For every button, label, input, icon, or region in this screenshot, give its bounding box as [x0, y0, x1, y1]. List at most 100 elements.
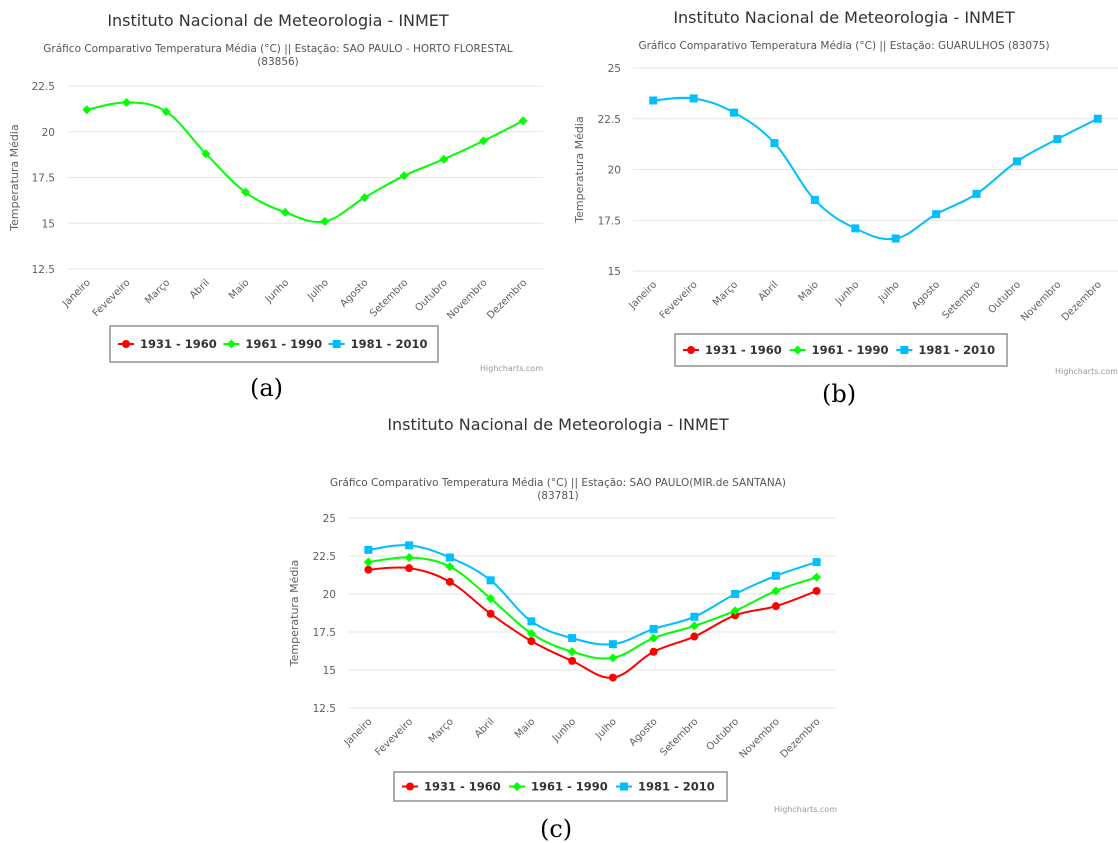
x-tick-label: Abril — [188, 277, 212, 301]
data-point — [730, 606, 740, 616]
legend-item[interactable]: 1961 - 1990 — [509, 780, 608, 794]
legend-item[interactable]: 1961 - 1990 — [223, 337, 322, 351]
x-tick-label: Outubro — [705, 716, 742, 753]
x-tick-label: Agosto — [628, 716, 660, 748]
legend-box — [674, 333, 1008, 367]
credits-link[interactable]: Highcharts.com — [1055, 367, 1118, 376]
data-point — [649, 633, 659, 643]
data-point — [445, 562, 455, 572]
legend-marker — [406, 782, 414, 791]
x-tick-label: Agosto — [338, 277, 370, 309]
chart-c-svg: Instituto Nacional de Meteorologia - INM… — [288, 415, 837, 814]
y-tick-label: 20 — [42, 127, 55, 139]
chart-subtitle-line-c-0: Gráfico Comparativo Temperatura Média (°… — [330, 477, 786, 489]
x-tick-label: Junho — [263, 277, 291, 305]
x-tick-label: Julho — [305, 277, 331, 303]
legend-label: 1981 - 2010 — [351, 337, 428, 351]
x-tick-label: Junho — [550, 716, 578, 744]
data-point — [527, 617, 536, 626]
data-point — [518, 116, 528, 126]
series-c-2 — [364, 541, 821, 649]
data-point — [690, 612, 699, 621]
legend-item[interactable]: 1981 - 2010 — [616, 780, 715, 794]
legend-marker — [512, 782, 522, 791]
y-tick-label: 12.5 — [313, 703, 336, 715]
y-tick-label: 25 — [323, 513, 336, 525]
x-tick-label: Dezembro — [485, 277, 529, 321]
y-tick-label: 22.5 — [32, 81, 55, 93]
data-point — [649, 647, 658, 656]
legend-label: 1981 - 2010 — [638, 780, 715, 794]
x-tick-label: Novembro — [738, 716, 782, 760]
legend-a: 1931 - 1960 1961 - 1990 1981 - 2010 — [109, 325, 439, 363]
data-point — [567, 647, 577, 657]
x-tick-label: Maio — [513, 716, 538, 741]
credits-link[interactable]: Highcharts.com — [480, 364, 543, 373]
data-point — [731, 611, 740, 620]
legend-b: 1931 - 1960 1961 - 1990 1981 - 2010 — [674, 333, 1008, 367]
data-point — [201, 149, 211, 159]
data-point — [851, 224, 860, 233]
data-point — [771, 602, 780, 611]
data-point — [690, 632, 699, 641]
data-point — [770, 139, 779, 148]
data-point — [364, 545, 373, 554]
data-point — [812, 586, 821, 595]
panel-label-b: (b) — [822, 380, 857, 408]
y-tick-label: 17.5 — [32, 173, 55, 185]
chart-subtitle-line-c-1: (83781) — [537, 490, 579, 502]
y-tick-label: 15 — [323, 665, 336, 677]
x-tick-label: Março — [143, 277, 172, 306]
x-tick-label: Setembro — [940, 279, 982, 321]
data-point — [932, 210, 941, 219]
data-point — [771, 586, 781, 596]
chart-title-a: Instituto Nacional de Meteorologia - INM… — [107, 11, 449, 30]
x-tick-label: Dezembro — [779, 716, 823, 760]
legend-marker — [226, 339, 236, 349]
legend-c: 1931 - 1960 1961 - 1990 1981 - 2010 — [393, 771, 728, 802]
data-point — [1093, 114, 1102, 123]
legend-item[interactable]: 1931 - 1960 — [118, 337, 217, 351]
legend-label: 1961 - 1990 — [812, 343, 889, 357]
data-point — [1012, 157, 1021, 166]
data-point — [82, 105, 92, 115]
legend-item[interactable]: 1981 - 2010 — [328, 337, 428, 351]
y-tick-label: 25 — [608, 63, 621, 75]
legend-label: 1961 - 1990 — [531, 780, 608, 794]
credits-link[interactable]: Highcharts.com — [774, 805, 837, 814]
legend-box — [393, 771, 728, 802]
y-tick-label: 20 — [608, 165, 621, 177]
data-point — [363, 557, 373, 567]
legend-box — [109, 325, 439, 363]
chart-b-svg: Instituto Nacional de Meteorologia - INM… — [573, 8, 1118, 376]
x-tick-label: Novembro — [1019, 279, 1063, 323]
legend-item[interactable]: 1931 - 1960 — [683, 343, 782, 357]
legend-item[interactable]: 1961 - 1990 — [789, 343, 889, 357]
legend-item[interactable]: 1931 - 1960 — [402, 780, 501, 794]
panel-label-a: (a) — [250, 374, 284, 402]
data-point — [320, 216, 330, 226]
chart-a-svg: Instituto Nacional de Meteorologia - INM… — [8, 11, 543, 373]
data-point — [360, 193, 369, 203]
x-tick-label: Junho — [833, 279, 861, 307]
data-point — [689, 94, 698, 103]
x-tick-label: Janeiro — [342, 716, 375, 749]
chart-subtitle-line-a-0: Gráfico Comparativo Temperatura Média (°… — [43, 43, 513, 55]
y-tick-label: 22.5 — [598, 114, 621, 126]
x-tick-label: Feveveiro — [658, 279, 700, 321]
data-point — [649, 96, 658, 105]
legend-item[interactable]: 1981 - 2010 — [896, 343, 995, 357]
x-tick-label: Maio — [796, 279, 821, 304]
data-point — [486, 594, 496, 604]
legend-marker — [332, 340, 341, 348]
y-axis-label: Temperatura Média — [573, 116, 586, 223]
x-tick-label: Feveveiro — [91, 277, 133, 319]
data-point — [812, 572, 822, 582]
data-point — [568, 656, 577, 665]
legend-marker — [900, 346, 909, 354]
data-point — [399, 171, 409, 181]
data-point — [241, 187, 250, 197]
data-point — [161, 107, 171, 117]
x-tick-label: Julho — [593, 716, 619, 742]
series-c-1 — [363, 553, 822, 663]
